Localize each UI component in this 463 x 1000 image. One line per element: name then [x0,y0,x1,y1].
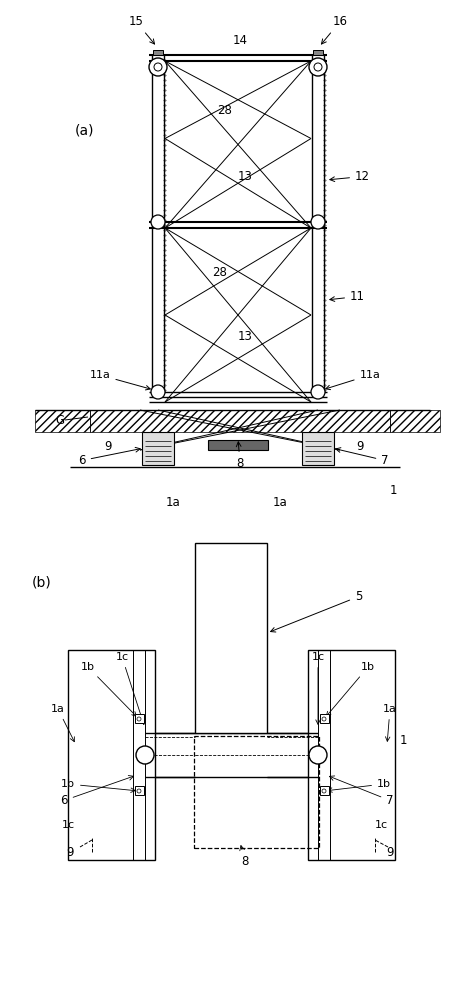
Text: 1a: 1a [166,496,181,510]
Circle shape [151,215,165,229]
Bar [208,440,268,450]
Text: (a): (a) [75,123,94,137]
Text: 1: 1 [400,734,407,746]
Text: 28: 28 [213,265,227,278]
Text: 1b: 1b [328,779,391,792]
Text: 11a: 11a [89,370,150,390]
Text: 7: 7 [330,776,394,807]
Text: 12: 12 [330,170,370,183]
Text: 16: 16 [321,15,348,44]
Bar [90,410,390,432]
Text: 8: 8 [240,846,249,868]
Bar [390,410,440,432]
Bar [195,543,267,733]
Circle shape [309,746,327,764]
Text: 1c: 1c [312,652,325,724]
Text: 15: 15 [129,15,155,44]
Circle shape [314,63,322,71]
Bar [302,432,334,465]
Text: 6: 6 [78,447,140,467]
Text: 6: 6 [60,776,133,807]
Circle shape [151,385,165,399]
Text: 1c: 1c [62,820,75,830]
Text: 8: 8 [236,442,244,470]
Text: 1a: 1a [51,704,75,742]
Text: 1c: 1c [375,820,388,830]
Bar [35,410,90,432]
Bar [135,714,144,723]
Text: 7: 7 [336,448,389,467]
Circle shape [311,385,325,399]
Text: (b): (b) [32,575,52,589]
Circle shape [322,717,326,721]
Circle shape [136,746,154,764]
Text: 1b: 1b [326,662,375,716]
Circle shape [137,717,141,721]
Circle shape [309,58,327,76]
Text: 1a: 1a [383,704,397,741]
Text: 11a: 11a [325,370,381,390]
Text: 13: 13 [238,170,252,184]
Text: 9: 9 [104,440,112,454]
Text: 13: 13 [238,330,252,344]
Bar [68,650,155,860]
Circle shape [154,63,162,71]
Text: G: G [55,414,64,426]
Bar [135,786,144,795]
Text: 9: 9 [386,846,394,858]
Text: 1b: 1b [81,662,137,716]
Bar [308,650,395,860]
Text: 1b: 1b [61,779,135,792]
Text: 9: 9 [66,846,74,858]
Bar [142,432,174,465]
Bar [194,736,319,848]
Circle shape [137,789,141,793]
Circle shape [149,58,167,76]
Bar [313,50,323,55]
Circle shape [322,789,326,793]
Text: 5: 5 [270,590,363,632]
Text: 14: 14 [232,33,248,46]
Text: 28: 28 [218,104,232,116]
Text: 1c: 1c [115,652,144,724]
Text: 1: 1 [390,484,398,496]
Bar [320,714,329,723]
Text: 1a: 1a [273,496,288,510]
Bar [153,50,163,55]
Text: 11: 11 [330,290,365,303]
Text: 9: 9 [356,440,364,454]
Bar [320,786,329,795]
Circle shape [311,215,325,229]
